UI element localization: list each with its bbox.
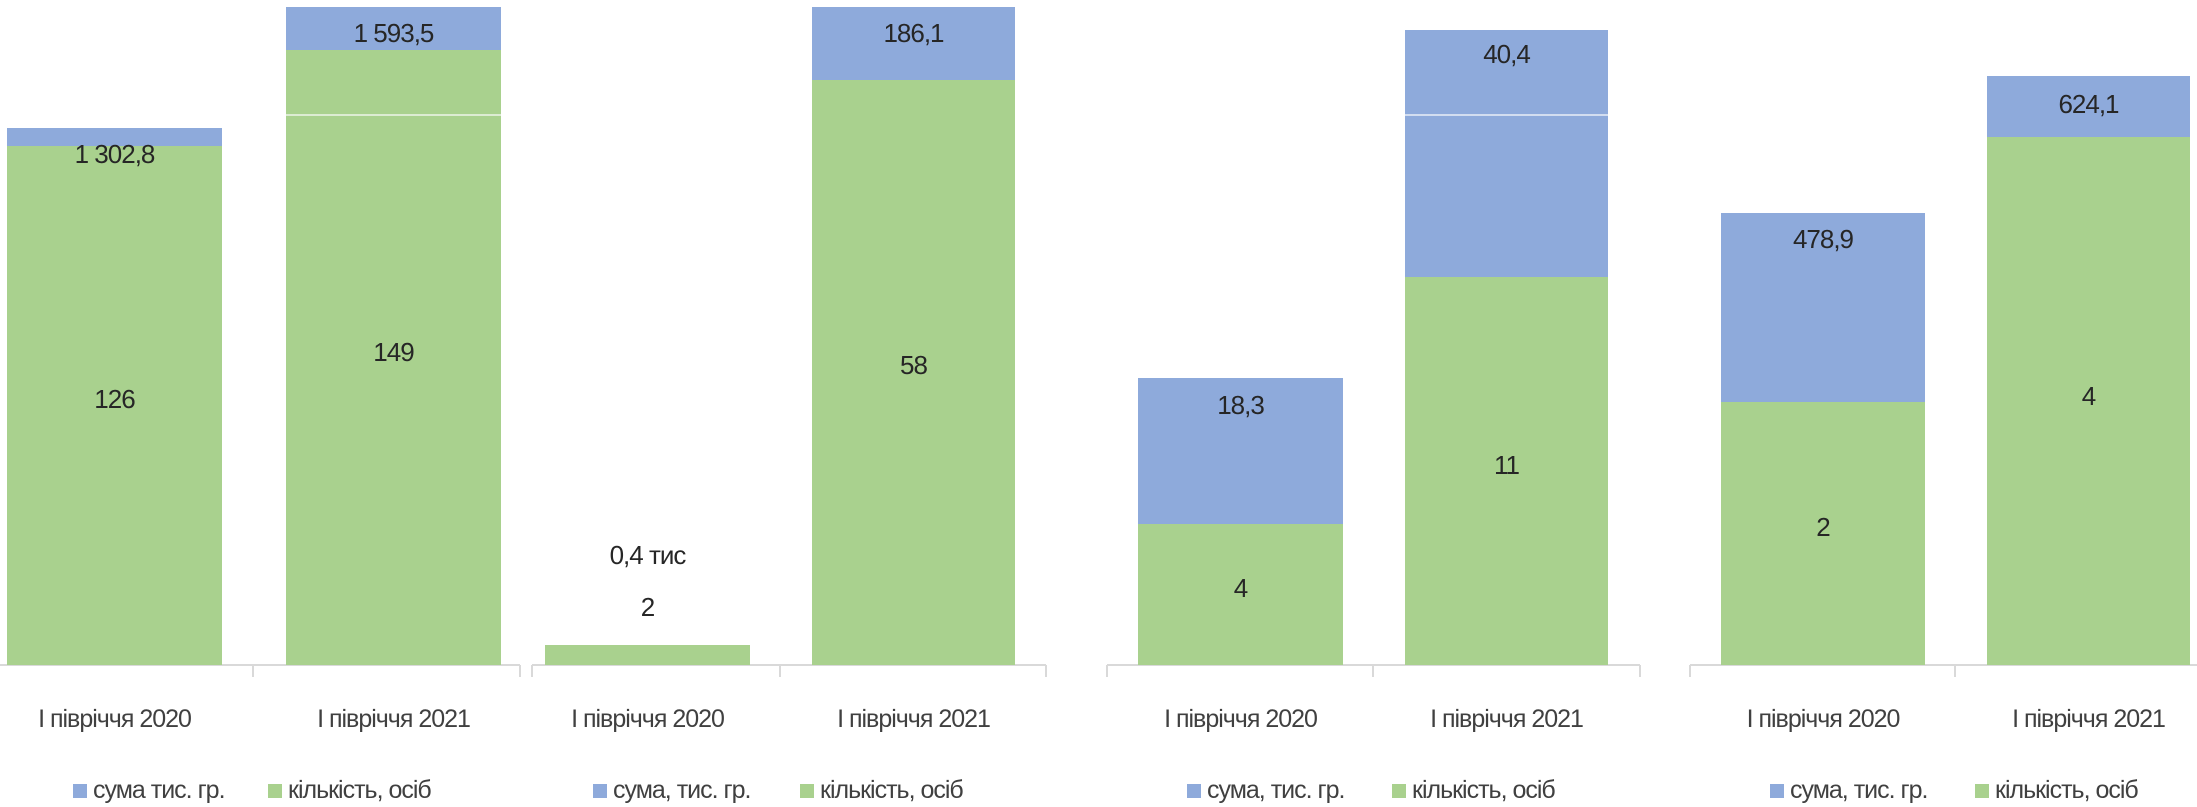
- legend-label: кількість, осіб: [820, 776, 963, 804]
- legend-swatch: [1392, 784, 1406, 798]
- legend-swatch: [1975, 784, 1989, 798]
- data-label-sum: 18,3: [1217, 390, 1264, 420]
- data-label-count: 149: [373, 337, 414, 367]
- bar-sum-segment: [1405, 30, 1608, 277]
- x-tick-label: І півріччя 2021: [317, 705, 470, 733]
- data-label-count: 2: [1816, 512, 1830, 542]
- bar-sum-segment: [1987, 76, 2190, 137]
- legend-swatch: [800, 784, 814, 798]
- bar-count-segment: [545, 645, 750, 665]
- bar-count-segment: [1721, 402, 1925, 665]
- data-label-count: 58: [900, 350, 927, 380]
- legend-label: кількість, осіб: [288, 776, 431, 804]
- bar-count-segment: [1138, 524, 1343, 665]
- x-tick-label: І півріччя 2021: [1430, 705, 1583, 733]
- data-label-count: 126: [94, 384, 135, 414]
- legend-label: сума, тис. гр.: [1790, 776, 1927, 804]
- x-tick-label: І півріччя 2020: [1747, 705, 1900, 733]
- data-label-sum: 186,1: [883, 18, 944, 48]
- legend-label: сума, тис. гр.: [1207, 776, 1344, 804]
- data-label-sum: 478,9: [1793, 224, 1854, 254]
- legend-swatch: [1187, 784, 1201, 798]
- legend-swatch: [268, 784, 282, 798]
- bar-sum-segment: [286, 7, 501, 50]
- bar-count-segment: [7, 146, 222, 665]
- data-label-sum: 1 302,8: [75, 139, 155, 169]
- bar-sum-segment: [1138, 378, 1343, 524]
- bar-sum-segment: [1721, 213, 1925, 402]
- data-label-sum: 40,4: [1483, 39, 1530, 69]
- bar-count-segment: [1405, 277, 1608, 665]
- data-label-sum: 624,1: [2058, 89, 2119, 119]
- legend-swatch: [73, 784, 87, 798]
- bar-sum-segment: [812, 7, 1015, 80]
- data-label-sum: 0,4 тис: [610, 540, 687, 570]
- legend-label: сума, тис. гр.: [613, 776, 750, 804]
- data-label-sum: 1 593,5: [354, 18, 434, 48]
- x-tick-label: І півріччя 2020: [38, 705, 191, 733]
- legend-swatch: [593, 784, 607, 798]
- legend-label: кількість, осіб: [1995, 776, 2138, 804]
- legend-swatch: [1770, 784, 1784, 798]
- bar-count-segment: [286, 50, 501, 665]
- data-label-count: 4: [2082, 381, 2096, 411]
- data-label-count: 11: [1494, 450, 1520, 480]
- x-tick-label: І півріччя 2021: [2012, 705, 2165, 733]
- legend-label: кількість, осіб: [1412, 776, 1555, 804]
- x-tick-label: І півріччя 2020: [1164, 705, 1317, 733]
- x-tick-label: І півріччя 2020: [571, 705, 724, 733]
- bar-sum-segment: [7, 128, 222, 146]
- legend-label: сума тис. гр.: [93, 776, 225, 804]
- x-tick-label: І півріччя 2021: [837, 705, 990, 733]
- data-label-count: 2: [641, 592, 655, 622]
- bar-count-segment: [812, 80, 1015, 665]
- bar-count-segment: [1987, 137, 2190, 665]
- data-label-count: 4: [1234, 573, 1248, 603]
